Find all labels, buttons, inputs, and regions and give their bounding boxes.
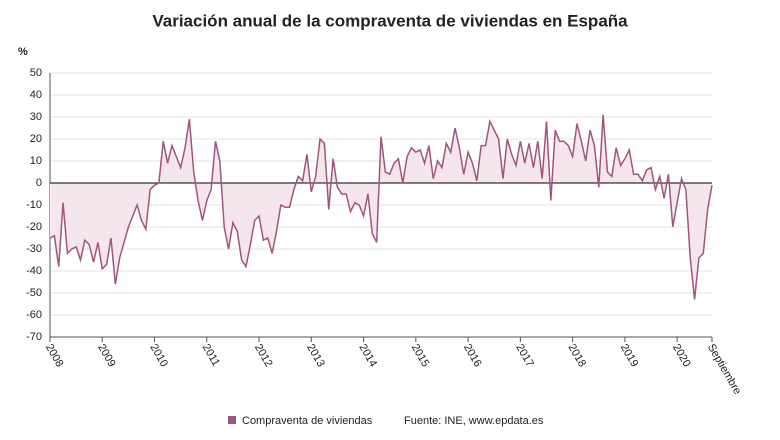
x-tick-label: 2017 [513, 342, 536, 369]
y-tick-label: 20 [30, 133, 42, 145]
y-tick-label: 30 [30, 111, 42, 123]
y-tick-label: 0 [36, 177, 42, 189]
x-tick-label: 2019 [618, 342, 641, 369]
x-tick-label: 2015 [409, 342, 432, 369]
y-axis-label: % [18, 46, 28, 58]
x-tick-label: 2009 [95, 342, 118, 369]
x-tick-label: 2020 [670, 342, 693, 369]
x-tick-label: 2018 [566, 342, 589, 369]
legend-swatch [228, 416, 236, 424]
source: Fuente: INE, www.epdata.es [404, 415, 544, 427]
y-tick-label: -10 [26, 199, 42, 211]
x-tick-label: 2014 [356, 342, 379, 369]
x-tick-label: Septiembre [705, 342, 744, 397]
y-tick-label: -60 [26, 309, 42, 321]
y-tick-label: 50 [30, 67, 42, 79]
y-tick-label: 10 [30, 155, 42, 167]
y-tick-label: 40 [30, 89, 42, 101]
x-tick-label: 2010 [147, 342, 170, 369]
line [49, 114, 713, 300]
x-tick-label: 2012 [252, 342, 275, 369]
y-tick-label: -40 [26, 265, 42, 277]
y-tick-label: -20 [26, 221, 42, 233]
x-tick-label: 2013 [304, 342, 327, 369]
y-tick-label: -30 [26, 243, 42, 255]
x-tick-label: 2008 [43, 342, 66, 369]
y-tick-label: -70 [26, 331, 42, 343]
area-fill [50, 114, 712, 300]
y-tick-label: -50 [26, 287, 42, 299]
chart-title: Variación anual de la compraventa de viv… [152, 11, 628, 30]
x-tick-label: 2011 [200, 342, 222, 368]
legend-label: Compraventa de viviendas [242, 415, 373, 427]
x-tick-label: 2016 [461, 342, 484, 369]
